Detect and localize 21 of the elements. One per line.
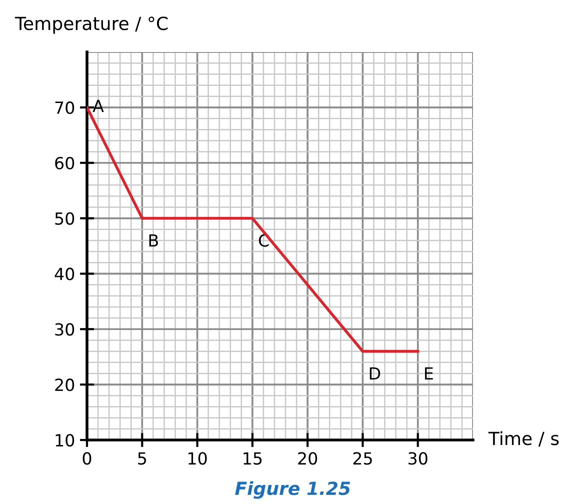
x-axis-title: Time / s [488,431,559,447]
y-axis-title: Temperature / °C [14,16,168,34]
annotation: E [425,367,433,380]
x-tick-label: 15 [244,452,262,465]
annotation: B [149,234,158,246]
x-tick-label: 30 [408,452,428,465]
x-tick-label: 10 [188,452,207,465]
y-tick-label: 40 [54,268,74,280]
y-tick-label: 70 [55,101,74,114]
y-tick-label: 20 [55,378,74,392]
x-tick-label: 5 [138,452,146,465]
y-tick-label: 30 [55,323,74,336]
annotation: D [370,367,380,380]
y-tick-label: 60 [55,156,74,170]
x-tick-label: 0 [82,452,92,465]
y-tick-label: 50 [55,212,74,225]
x-tick-label: 25 [353,452,372,465]
annotation: A [92,100,104,112]
caption: Figure 1.25 [235,481,350,499]
x-tick-label: 20 [298,452,318,465]
y-tick-label: 10 [56,434,74,447]
